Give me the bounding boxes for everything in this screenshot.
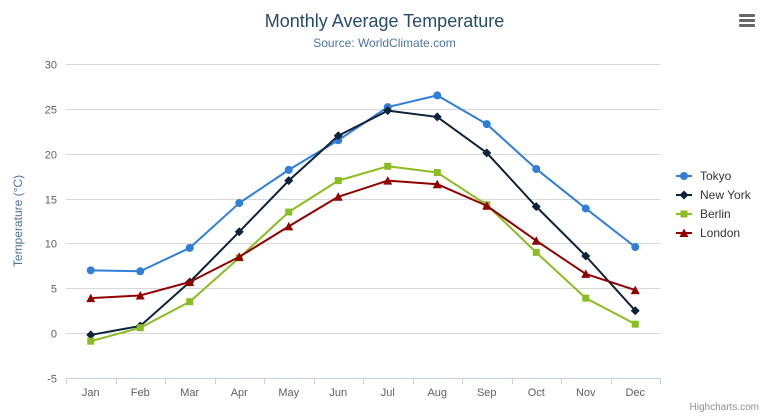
export-menu-button[interactable] bbox=[735, 10, 759, 32]
hamburger-icon bbox=[739, 14, 755, 27]
legend-symbol bbox=[676, 228, 692, 237]
svg-text:30: 30 bbox=[45, 60, 57, 72]
legend-item-tokyo[interactable]: Tokyo bbox=[675, 166, 767, 185]
chart-subtitle: Source: WorldClimate.com bbox=[313, 36, 456, 50]
svg-text:Jul: Jul bbox=[381, 387, 395, 399]
svg-text:Apr: Apr bbox=[231, 387, 248, 399]
svg-text:Jan: Jan bbox=[82, 387, 100, 399]
svg-text:Nov: Nov bbox=[576, 387, 596, 399]
legend-item-london[interactable]: London bbox=[675, 223, 767, 242]
legend-item-berlin[interactable]: Berlin bbox=[675, 204, 767, 223]
svg-text:10: 10 bbox=[45, 239, 57, 251]
svg-text:0: 0 bbox=[51, 329, 57, 341]
svg-text:Aug: Aug bbox=[427, 387, 447, 399]
svg-text:Mar: Mar bbox=[180, 387, 199, 399]
svg-text:Temperature (°C): Temperature (°C) bbox=[11, 175, 25, 267]
legend-label: London bbox=[700, 225, 741, 240]
legend: Tokyo New York Berlin London bbox=[675, 166, 767, 242]
svg-text:25: 25 bbox=[45, 105, 57, 117]
svg-text:Sep: Sep bbox=[477, 387, 497, 399]
svg-text:May: May bbox=[278, 387, 299, 399]
legend-label: New York bbox=[700, 187, 751, 202]
svg-text:Jun: Jun bbox=[329, 387, 347, 399]
svg-text:15: 15 bbox=[45, 195, 57, 207]
legend-label: Berlin bbox=[700, 206, 731, 221]
credits-link[interactable]: Highcharts.com bbox=[689, 402, 759, 413]
legend-symbol bbox=[676, 210, 692, 217]
svg-text:20: 20 bbox=[45, 150, 57, 162]
svg-text:Oct: Oct bbox=[528, 387, 545, 399]
legend-item-new-york[interactable]: New York bbox=[675, 185, 767, 204]
legend-symbol bbox=[676, 171, 692, 180]
svg-text:Dec: Dec bbox=[625, 387, 645, 399]
svg-text:-5: -5 bbox=[47, 374, 57, 386]
legend-label: Tokyo bbox=[700, 168, 732, 183]
svg-text:Feb: Feb bbox=[131, 387, 150, 399]
legend-symbol bbox=[676, 190, 692, 199]
chart-title: Monthly Average Temperature bbox=[264, 11, 505, 31]
svg-text:5: 5 bbox=[51, 284, 57, 296]
